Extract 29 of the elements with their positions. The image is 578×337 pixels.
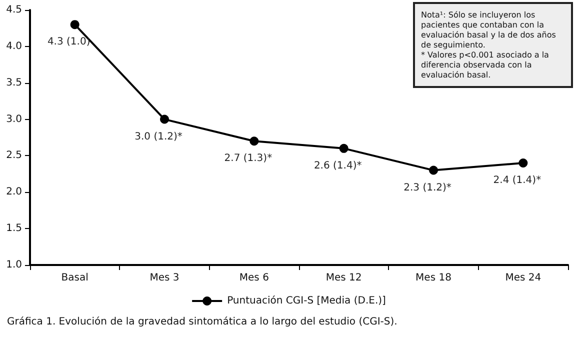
y-tick-label: 3.0 [6, 114, 22, 125]
text: Gráfica 1. Evolución de la gravedad sintomática a lo largo del estudio (CGI-S). [7, 316, 398, 328]
y-tick-label: 2.5 [6, 150, 22, 162]
point [250, 136, 259, 146]
x-tick-label: Mes 6 [239, 272, 269, 284]
y-tick-label: 2.0 [6, 186, 22, 198]
y-tick-label: 4.0 [6, 40, 22, 52]
annotation: Nota¹: Sólo se incluyeron los pacientes que contaban con la evaluación basal y la de dos años de seguimiento. * Valores p<0.001 asociado a la diferencia observada con la evaluación basal. [421, 10, 558, 80]
data-label: 4.3 (1.0) [47, 36, 90, 48]
data-label: 3.0 (1.2)* [134, 131, 182, 142]
data-label: 2.7 (1.3)* [224, 153, 272, 164]
y-tick-label: 4.5 [6, 4, 22, 16]
y-tick-label: 3.5 [6, 77, 22, 88]
data-label: 2.4 (1.4)* [493, 175, 542, 186]
x-tick-label: Basal [61, 272, 88, 284]
data-label: 2.3 (1.2)* [404, 182, 452, 194]
y-tick-label: 1.0 [6, 260, 22, 270]
point [160, 114, 169, 124]
point [70, 20, 80, 30]
point [518, 158, 528, 168]
point [339, 144, 348, 153]
x-tick-label: Mes 18 [416, 272, 452, 284]
x-tick-label: Mes 24 [505, 272, 542, 284]
y-tick-label: 1.5 [6, 223, 22, 234]
legend-label: Puntuación CGI-S [Media (D.E.)] [227, 296, 386, 306]
point [429, 166, 438, 175]
x-tick-label: Mes 12 [326, 272, 362, 284]
data-label: 2.6 (1.4)* [314, 160, 362, 172]
x-tick-label: Mes 3 [150, 272, 180, 284]
